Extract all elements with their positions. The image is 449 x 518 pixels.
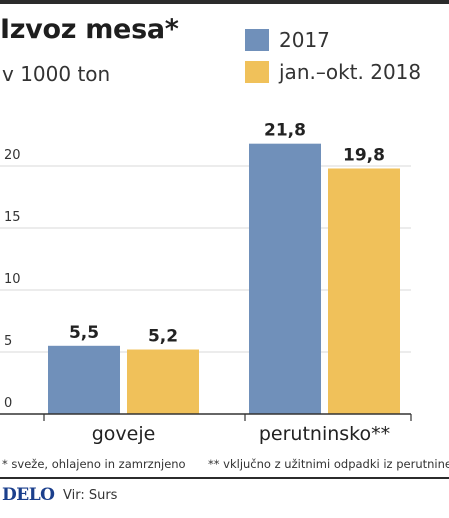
y-tick-label: 15 xyxy=(4,210,21,225)
y-tick-label: 5 xyxy=(4,334,12,349)
legend-label-2017: 2017 xyxy=(279,28,330,52)
bar xyxy=(127,349,199,414)
legend-item-2018: jan.–okt. 2018 xyxy=(245,58,421,86)
bar xyxy=(48,345,120,414)
legend-item-2017: 2017 xyxy=(245,26,330,54)
bar xyxy=(328,168,400,414)
legend-swatch-2018 xyxy=(245,61,269,83)
delo-logo: DELO xyxy=(2,485,55,505)
bar xyxy=(249,143,321,414)
data-label: 5,2 xyxy=(148,327,178,347)
footnote-offal: ** vključno z užitnimi odpadki iz perutn… xyxy=(208,457,449,471)
bar-chart: 0 5 10 15 20 5,5 5,2 goveje 21,8 19,8 perutninsko*… xyxy=(0,121,412,445)
legend-swatch-2017 xyxy=(245,29,269,51)
source-text: Vir: Surs xyxy=(63,488,118,503)
y-tick-label: 10 xyxy=(4,272,21,287)
legend-label-2018: jan.–okt. 2018 xyxy=(279,60,422,84)
data-label: 21,8 xyxy=(264,121,306,141)
data-label: 19,8 xyxy=(343,145,385,165)
footnote-fresh: * sveže, ohlajeno in zamrznjeno xyxy=(2,457,186,471)
chart-title: Izvoz mesa* xyxy=(0,14,179,45)
chart-subtitle: v 1000 ton xyxy=(2,62,111,86)
category-label: goveje xyxy=(92,423,156,445)
data-label: 5,5 xyxy=(69,323,99,343)
footer-rule xyxy=(0,477,449,479)
category-label: perutninsko** xyxy=(259,423,390,445)
y-tick-label: 20 xyxy=(4,148,21,163)
y-tick-label: 0 xyxy=(4,396,12,411)
top-rule xyxy=(0,0,449,4)
